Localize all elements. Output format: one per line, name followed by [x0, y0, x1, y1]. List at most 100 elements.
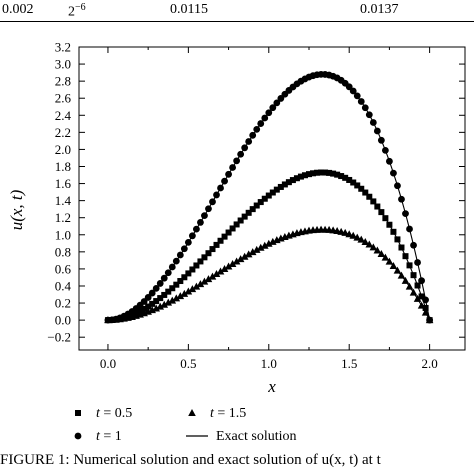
data-point-circle — [398, 195, 405, 203]
data-point-square — [237, 217, 244, 224]
data-point-square — [273, 186, 280, 193]
x-tick-label: 0.0 — [100, 356, 116, 371]
data-point-circle — [193, 225, 200, 233]
data-point-triangle — [248, 248, 257, 256]
data-point-square — [318, 169, 325, 176]
data-point-square — [422, 304, 429, 311]
data-point-square — [225, 229, 232, 236]
data-point-triangle — [361, 237, 370, 245]
data-point-square — [197, 258, 204, 265]
data-point-triangle — [192, 282, 201, 290]
data-point-triangle — [381, 253, 390, 261]
x-tick-label: 1.5 — [341, 356, 357, 371]
data-point-triangle — [220, 264, 229, 272]
y-tick-label: 2.0 — [55, 142, 71, 157]
data-point-circle — [229, 164, 236, 171]
data-point-triangle — [417, 301, 426, 309]
data-point-square — [338, 173, 345, 180]
data-point-square — [257, 199, 264, 206]
data-point-circle — [188, 232, 196, 240]
data-point-circle — [209, 198, 216, 206]
data-point-circle — [156, 280, 164, 287]
data-point-square — [177, 278, 184, 285]
data-point-square — [165, 288, 172, 295]
data-point-circle — [418, 277, 425, 285]
data-point-triangle — [421, 308, 430, 316]
data-point-triangle — [232, 257, 241, 265]
data-point-square — [342, 174, 349, 181]
legend-item: t = 0.5 — [75, 406, 132, 421]
data-point-triangle — [385, 257, 394, 265]
data-point-circle — [377, 136, 385, 144]
data-point-square — [390, 228, 397, 235]
data-point-triangle — [264, 239, 273, 247]
data-point-triangle — [156, 302, 165, 310]
data-point-square — [185, 270, 192, 277]
data-markers — [104, 70, 434, 324]
data-point-circle — [184, 238, 192, 246]
data-point-square — [157, 295, 164, 302]
data-point-square — [354, 182, 361, 189]
y-tick-label: 3.2 — [55, 40, 71, 55]
axis-ticks — [79, 46, 465, 350]
data-point-triangle — [409, 288, 418, 296]
data-point-circle — [386, 157, 393, 165]
data-point-circle — [144, 294, 152, 301]
data-point-triangle — [152, 304, 160, 312]
data-point-circle — [365, 111, 373, 119]
data-point-square — [181, 274, 188, 281]
data-point-circle — [237, 150, 245, 158]
data-point-triangle — [405, 282, 414, 290]
data-point-triangle — [172, 294, 181, 302]
data-point-circle — [257, 120, 265, 127]
data-point-square — [281, 181, 288, 188]
data-point-square — [410, 272, 417, 279]
data-point-square — [233, 221, 240, 228]
data-point-square — [346, 176, 353, 183]
data-point-triangle — [353, 233, 362, 241]
data-point-square — [289, 177, 296, 184]
data-point-square — [265, 192, 272, 199]
data-point-circle — [410, 241, 417, 249]
data-point-square — [253, 202, 260, 209]
data-point-square — [297, 173, 304, 180]
legend-item: Exact solution — [186, 429, 297, 444]
data-point-triangle — [365, 240, 374, 248]
y-tick-label: 2.4 — [55, 108, 72, 123]
data-point-square — [350, 179, 357, 186]
data-point-square — [358, 185, 365, 192]
data-point-triangle — [389, 262, 398, 270]
data-point-triangle — [345, 230, 353, 238]
data-point-circle — [361, 104, 369, 112]
data-point-square — [314, 169, 321, 176]
data-point-circle — [168, 263, 176, 271]
data-point-circle — [164, 269, 172, 277]
data-point-circle — [353, 92, 361, 100]
data-point-square — [322, 169, 329, 176]
y-tick-label: 1.8 — [55, 159, 71, 174]
data-point-square — [261, 195, 268, 202]
data-point-square — [229, 225, 236, 232]
data-point-triangle — [369, 243, 378, 251]
x-tick-label: 2.0 — [421, 356, 437, 371]
data-point-square — [301, 172, 308, 179]
data-point-square — [382, 215, 389, 222]
table-cell-error-2: 0.0137 — [360, 2, 399, 17]
table-row: 0.002 2−6 0.0115 0.0137 — [0, 0, 474, 30]
data-point-circle — [176, 251, 184, 259]
data-point-circle — [345, 83, 353, 91]
data-point-square — [173, 281, 180, 288]
y-tick-label: 2.8 — [55, 74, 71, 89]
data-point-triangle — [413, 294, 422, 302]
data-point-triangle — [164, 298, 173, 306]
data-point-square — [414, 282, 421, 289]
y-tick-label: 2.2 — [55, 125, 71, 140]
legend-item: t = 1 — [74, 429, 122, 444]
data-point-circle — [369, 119, 377, 126]
figure-caption: FIGURE 1: Numerical solution and exact s… — [0, 452, 381, 468]
table-cell-dt: 0.002 — [2, 2, 34, 17]
data-point-circle — [269, 104, 277, 112]
data-point-circle — [180, 245, 188, 253]
legend-marker-circle — [74, 432, 82, 440]
